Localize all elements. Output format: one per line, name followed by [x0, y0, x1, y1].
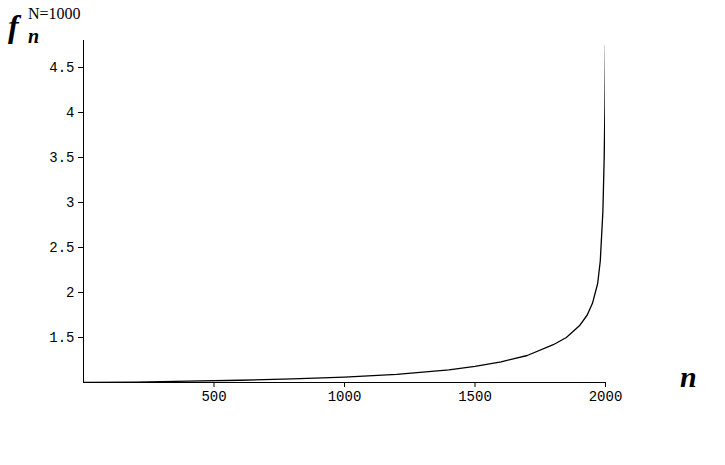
- html-text:n: n: [680, 360, 697, 393]
- svg-text:1500: 1500: [458, 389, 492, 405]
- html-text:n: n: [28, 25, 40, 47]
- html-text:f: f: [8, 8, 19, 44]
- svg-text:4.5: 4.5: [49, 60, 74, 76]
- svg-text:2.5: 2.5: [49, 240, 74, 256]
- svg-text:2: 2: [66, 285, 74, 301]
- svg-text:4: 4: [66, 105, 74, 121]
- html-text:N=1000: N=1000: [28, 5, 81, 22]
- svg-text:500: 500: [201, 389, 226, 405]
- svg-text:3.5: 3.5: [49, 150, 74, 166]
- svg-text:3: 3: [66, 195, 74, 211]
- svg-text:1.5: 1.5: [49, 330, 74, 346]
- svg-text:2000: 2000: [589, 389, 623, 405]
- svg-text:1000: 1000: [328, 389, 362, 405]
